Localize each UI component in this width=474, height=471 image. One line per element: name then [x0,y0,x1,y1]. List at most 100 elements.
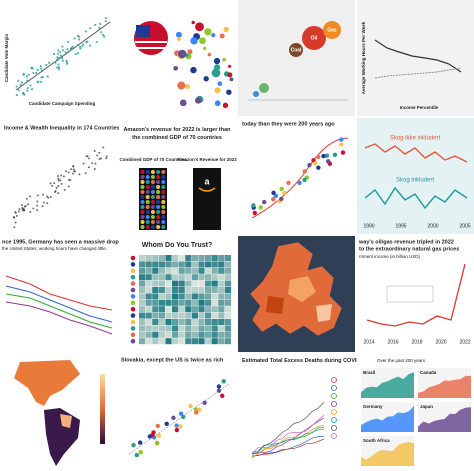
dot [72,172,75,175]
heat-cell [185,267,192,274]
legend-marker [331,425,337,431]
bubble [302,26,326,50]
tile-bg [357,118,474,234]
dot [35,71,38,75]
heat-cell [198,312,205,319]
flag [145,210,150,214]
dot [105,157,108,160]
flag [130,313,136,318]
heat-cell [145,331,152,338]
dot [36,68,39,71]
trend-line [128,383,230,455]
dot [57,49,60,52]
heat-cell [198,274,205,281]
tile [238,236,355,352]
heat-cell [198,338,205,345]
line [5,301,113,335]
flag [140,190,145,194]
flag [156,195,161,199]
x-tick-label: 2018 [411,339,422,345]
dot [79,47,82,50]
heat-cell [152,299,159,306]
map-region [316,304,332,322]
heat-cell [218,331,225,338]
heat-cell [205,331,212,338]
dot [77,43,80,47]
bubble [177,81,186,90]
dot [61,49,64,52]
heat-cell [139,280,146,287]
dot [94,162,97,165]
dot [57,192,60,195]
dot [62,175,65,178]
flag [145,205,150,209]
dot [60,174,63,177]
bubble [187,49,193,55]
legend-marker [331,385,337,391]
dot [86,155,89,158]
heat-cell [191,306,198,313]
colorbar [100,374,105,444]
flag [150,175,155,179]
dot [70,48,73,51]
panel-label: Germany [363,404,383,409]
heat-cell [165,255,172,261]
flag [150,195,155,199]
dot [25,75,28,78]
flag [161,190,166,194]
heat-cell [152,267,159,274]
heat-cell [191,319,198,325]
tile-bg [119,0,236,116]
dot [32,71,35,75]
heat-cell [139,338,146,345]
heat-cell [205,274,212,281]
flag [197,407,202,412]
panel-label: Canada [420,370,437,375]
heat-cell [224,293,231,300]
dot [46,195,49,198]
heat-cell [145,267,152,274]
dot [17,89,20,92]
flag [130,262,136,267]
heat-cell [218,299,225,306]
heat-cell [224,325,231,332]
heat-cell [218,267,225,274]
heat-cell [178,306,185,313]
heat-cell [165,306,172,313]
flag [161,220,166,224]
heat-cell [145,287,152,293]
tile-subtitle: to the extraordinary natural gas prices [359,246,459,252]
heat-cell [211,287,218,293]
line [364,143,468,163]
flag [145,180,150,184]
flag [130,255,136,261]
dot [94,23,97,26]
line [251,427,325,453]
flag [316,165,321,170]
heat-cell [172,312,179,319]
heat-cell [211,293,218,300]
dot [20,81,24,84]
heat-cell [145,338,152,345]
legend-marker [331,417,337,423]
dot [102,146,105,149]
flag [161,175,166,179]
flag [174,427,180,433]
heat-cell [198,280,205,287]
flag [155,441,160,446]
dot [60,56,64,60]
heat-cell [172,255,179,261]
dot [67,171,70,174]
flag [181,414,186,420]
heat-cell [224,306,231,313]
tile-bg [238,118,355,234]
heat-cell [165,338,172,345]
heat-cell [172,287,179,293]
dot [57,179,60,182]
dot [104,20,107,23]
flag [273,193,279,199]
heat-cell [178,325,185,332]
dot [26,86,29,90]
flag [140,185,145,189]
